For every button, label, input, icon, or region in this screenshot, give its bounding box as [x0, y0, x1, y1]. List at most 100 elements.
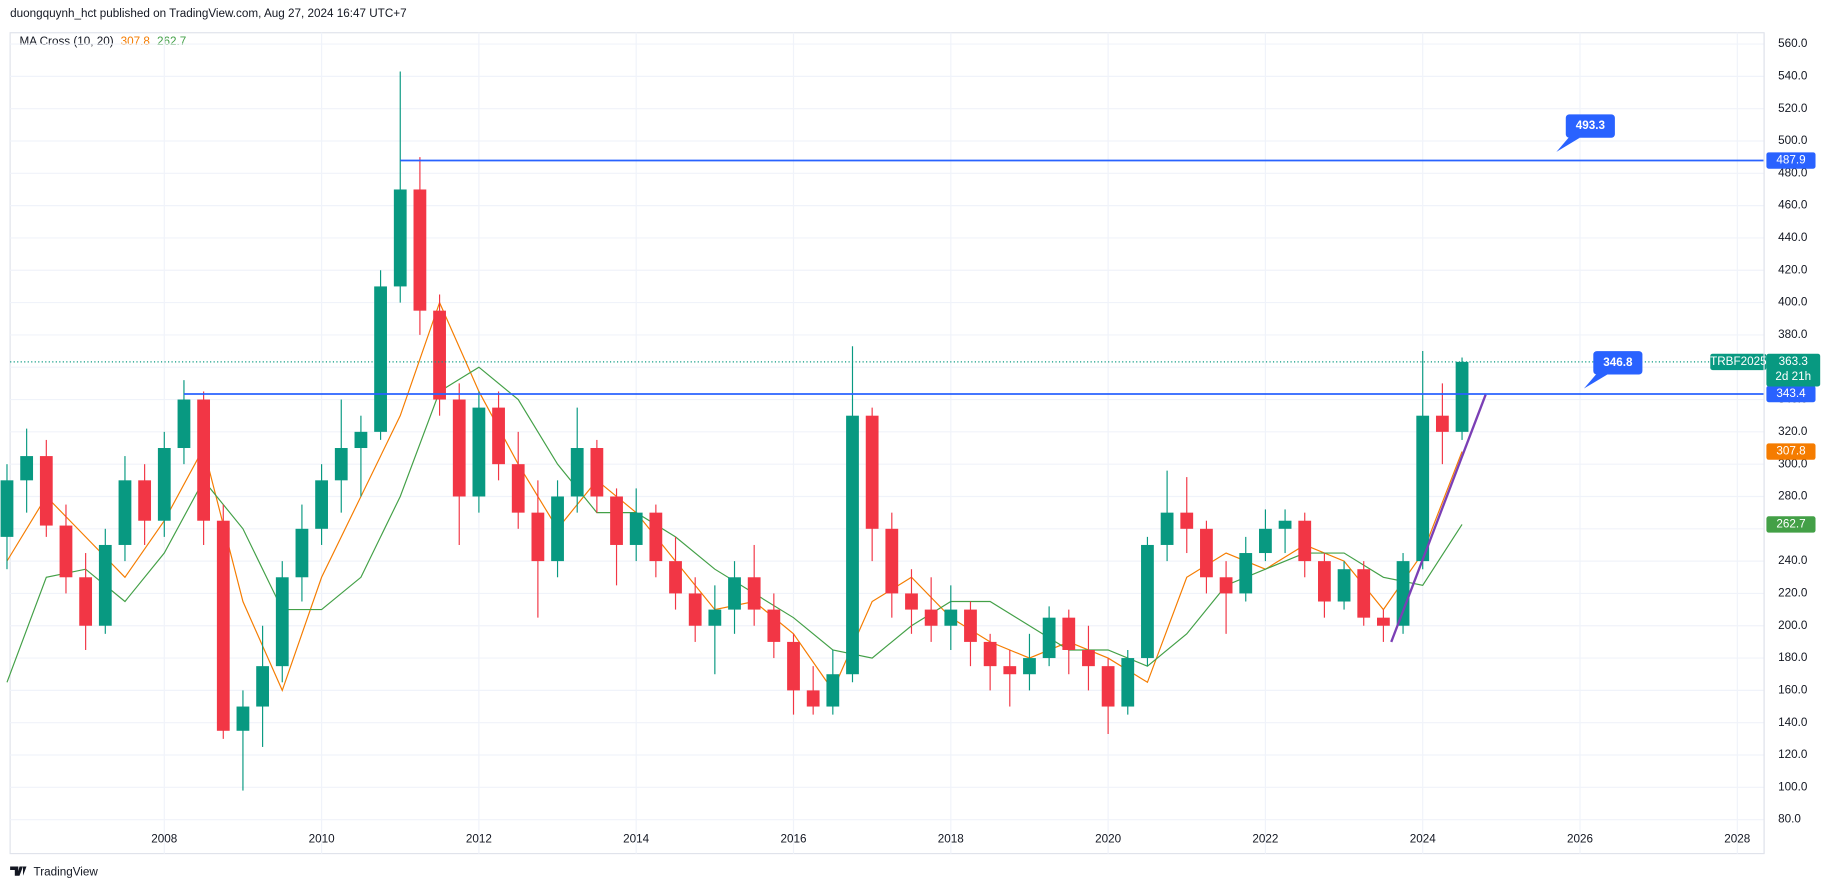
indicator-legend: MA Cross (10, 20) 307.8 262.7 [19, 35, 186, 48]
candle-body [983, 641, 997, 667]
ma-badge-label: 262.7 [1776, 518, 1805, 531]
candle-body [688, 593, 702, 626]
y-tick-label: 120.0 [1778, 748, 1808, 761]
candle [1318, 553, 1331, 618]
candle [59, 504, 73, 594]
candle-body [295, 528, 309, 578]
candle-body [905, 593, 918, 610]
candle [1003, 649, 1017, 707]
candle-body [256, 666, 269, 707]
candle-body [1042, 617, 1056, 659]
candle-body [236, 706, 250, 731]
y-tick-label: 80.0 [1778, 813, 1801, 826]
price-callout: 346.8 [1583, 351, 1643, 389]
candle [1082, 625, 1095, 691]
candle [1062, 609, 1076, 675]
level-badge-label: 487.9 [1776, 154, 1805, 167]
level-badge-label: 343.4 [1776, 387, 1806, 400]
candle [492, 391, 505, 481]
candle [1160, 470, 1174, 562]
candle [472, 391, 486, 513]
ma-slow-value: 262.7 [157, 35, 186, 48]
trendline [1390, 394, 1487, 643]
candle [256, 625, 269, 747]
callout-pointer [1556, 135, 1580, 152]
y-tick-label: 160.0 [1778, 683, 1808, 696]
candle-body [885, 528, 899, 594]
candle [1219, 561, 1233, 634]
y-tick-label: 300.0 [1778, 457, 1808, 470]
candle-body [610, 496, 623, 545]
candle-body [1082, 649, 1095, 667]
candle-body [1259, 528, 1272, 554]
candle-body [1003, 666, 1017, 675]
candle-body [157, 448, 171, 521]
candle-body [964, 609, 977, 642]
countdown-label: 2d 21h [1775, 370, 1811, 383]
y-tick-label: 560.0 [1778, 37, 1808, 50]
candle-body [590, 448, 604, 497]
ma-fast-value: 307.8 [121, 35, 150, 48]
candle-body [1023, 658, 1036, 675]
candle [1278, 509, 1292, 554]
candle-body [492, 407, 505, 465]
candle [1396, 553, 1410, 634]
candle [197, 391, 211, 545]
callout-pointer [1583, 372, 1608, 389]
candle [1121, 649, 1135, 715]
candle [826, 649, 840, 715]
x-tick-label: 2024 [1410, 833, 1437, 846]
candle-body [944, 609, 958, 626]
candle [157, 431, 171, 537]
brand-logo: TradingView [10, 865, 98, 878]
x-tick-label: 2014 [623, 833, 650, 846]
candle [0, 464, 14, 570]
callout-label: 346.8 [1603, 356, 1633, 369]
candle-body [767, 609, 781, 642]
candle [20, 428, 34, 513]
candle [590, 439, 604, 513]
candle [334, 399, 348, 513]
candle [1239, 536, 1253, 602]
candle-body [1180, 512, 1194, 529]
x-tick-label: 2012 [466, 833, 492, 846]
candle-body [747, 577, 761, 610]
x-tick-label: 2016 [780, 833, 806, 846]
y-tick-label: 180.0 [1778, 651, 1808, 664]
candle [452, 383, 466, 545]
candle [964, 601, 977, 667]
symbol-badge [1710, 353, 1767, 371]
publish-header: duongquynh_hct published on TradingView.… [10, 7, 406, 20]
candle-body [315, 480, 328, 529]
candle [354, 415, 368, 497]
candle-body [1219, 577, 1233, 594]
candle [688, 577, 702, 642]
candle-body [806, 690, 820, 707]
candle [295, 504, 309, 602]
logo-mark [10, 866, 27, 876]
y-tick-label: 400.0 [1778, 296, 1808, 309]
candle-body [197, 399, 211, 521]
candle-body [1435, 415, 1449, 432]
candle [767, 593, 781, 659]
candle-body [787, 641, 800, 691]
candle-body [138, 480, 152, 521]
candle-body [924, 609, 938, 626]
x-tick-label: 2022 [1252, 833, 1278, 846]
y-tick-label: 380.0 [1778, 328, 1808, 341]
candle-body [1239, 553, 1253, 594]
candle-body [79, 577, 93, 626]
y-tick-label: 100.0 [1778, 780, 1808, 793]
candle-body [1160, 512, 1174, 545]
candle-body [413, 189, 427, 311]
candle [118, 456, 132, 562]
candle-body [649, 512, 663, 562]
candle-body [118, 480, 132, 545]
y-tick-label: 420.0 [1778, 263, 1808, 276]
candle [570, 407, 584, 513]
candle-body [39, 456, 53, 526]
candle-body [452, 399, 466, 497]
candle [924, 577, 938, 642]
